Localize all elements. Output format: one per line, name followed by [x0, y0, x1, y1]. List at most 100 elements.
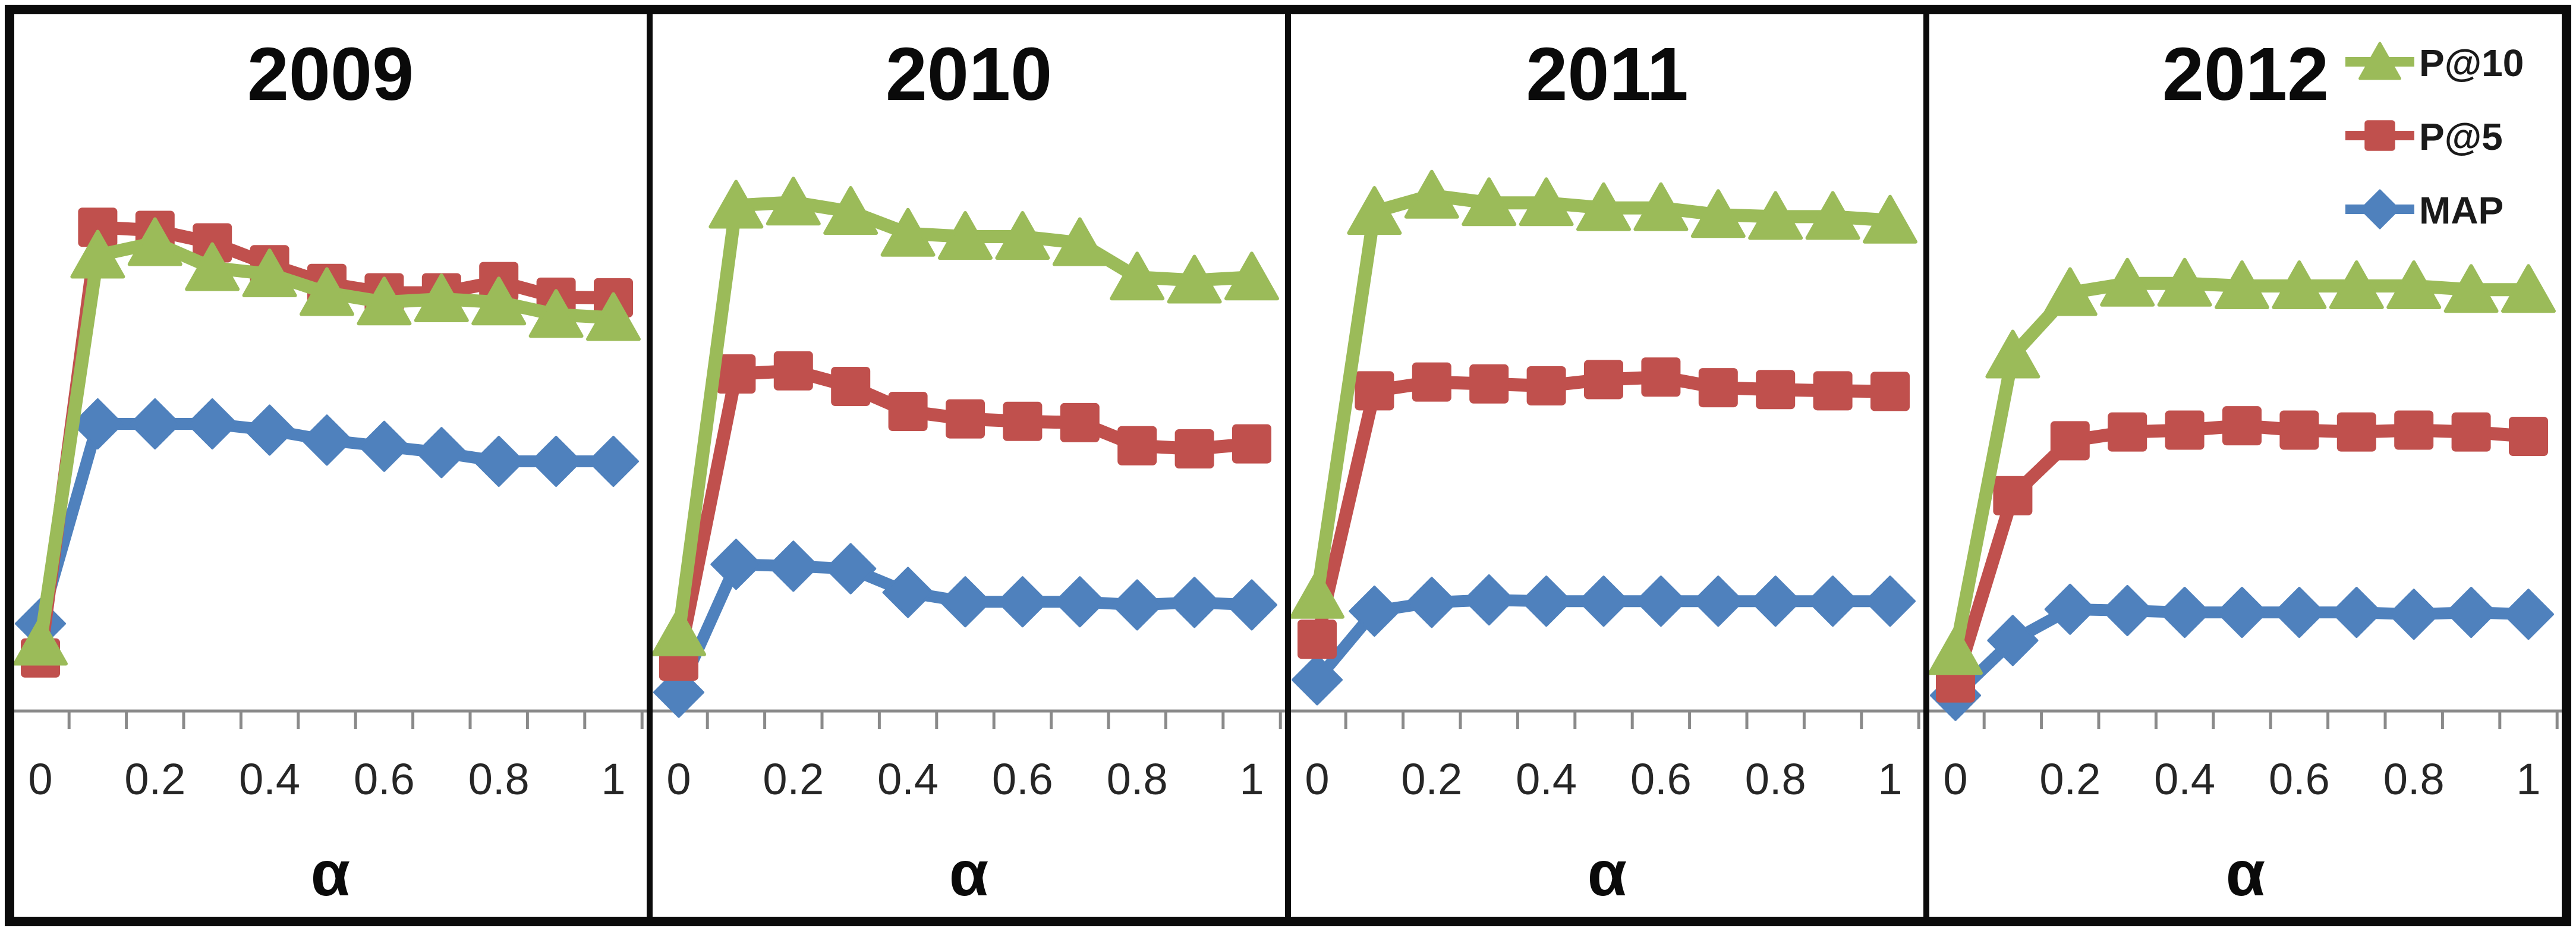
series-marker-P@5: [1060, 402, 1100, 442]
legend-diamond-icon: [2360, 189, 2400, 229]
series-marker-MAP: [588, 436, 639, 487]
series-marker-P@5: [1870, 372, 1910, 411]
series-marker-P@5: [1993, 476, 2033, 515]
series-marker-MAP: [2216, 587, 2268, 639]
x-tick-label: 0: [1305, 754, 1329, 804]
series-marker-P@10: [1404, 169, 1459, 219]
series-marker-P@5: [2451, 412, 2491, 452]
series-marker-P@5: [1412, 362, 1451, 402]
series-marker-MAP: [244, 404, 295, 456]
series-marker-P@5: [1232, 424, 1271, 464]
series-marker-MAP: [1406, 577, 1457, 628]
series-marker-MAP: [1349, 586, 1400, 637]
x-axis-label: α: [949, 837, 988, 909]
series-line-P@5: [1949, 419, 2529, 685]
panel-title: 2012: [2162, 32, 2329, 116]
series-marker-P@5: [78, 207, 118, 247]
series-marker-P@10: [242, 249, 297, 297]
x-tick-label: 1: [2516, 754, 2540, 804]
panel-2009: 0 0.2 0.4 0.6 0.8 1 2009 α: [14, 14, 647, 917]
series-marker-P@10: [938, 211, 993, 260]
series-marker-P@10: [2329, 260, 2384, 309]
series-marker-P@5: [2279, 410, 2319, 450]
series-marker-MAP: [2159, 587, 2210, 639]
x-tick-label: 0.8: [1107, 754, 1168, 804]
x-tick-label: 1: [1878, 754, 1902, 804]
series-marker-MAP: [1578, 575, 1629, 627]
series-marker-P@10: [1929, 626, 1983, 675]
x-tick-label: 0.2: [763, 754, 824, 804]
series-marker-MAP: [767, 540, 819, 592]
series-marker-P@10: [471, 276, 527, 326]
series-marker-MAP: [1292, 654, 1343, 706]
series-marker-MAP: [2503, 589, 2554, 640]
panel-separator: [1285, 14, 1291, 917]
figure-frame: 0 0.2 0.4 0.6 0.8 1 2009 α 0 0.2 0.4 0.6 0.8 1 2010 α …: [5, 5, 2571, 926]
series-marker-MAP: [358, 420, 410, 472]
series-marker-MAP: [2331, 587, 2382, 639]
series-marker-P@10: [586, 292, 641, 341]
x-tick-label: 0.2: [124, 754, 185, 804]
series-marker-MAP: [72, 398, 124, 449]
x-tick-label: 0.6: [1630, 754, 1692, 804]
series-marker-MAP: [473, 436, 525, 487]
series-marker-P@10: [2443, 264, 2499, 313]
legend-label: P@10: [2419, 42, 2524, 84]
series-marker-P@5: [716, 354, 756, 394]
series-marker-P@10: [708, 180, 764, 229]
series-marker-P@5: [1174, 429, 1214, 468]
series-marker-MAP: [1111, 579, 1163, 631]
series-marker-P@10: [2386, 260, 2442, 309]
series-marker-P@10: [1347, 186, 1402, 235]
x-tick-label: 0.8: [2383, 754, 2445, 804]
x-tick-label: 0.2: [1401, 754, 1462, 804]
series-marker-P@10: [357, 276, 412, 326]
series-marker-P@10: [1291, 570, 1344, 619]
panel-separator: [1923, 14, 1929, 917]
series-marker-MAP: [2388, 589, 2440, 640]
x-axis-label: α: [1588, 837, 1627, 909]
series-marker-P@10: [127, 217, 182, 266]
series-marker-P@5: [1584, 360, 1623, 400]
series-marker-MAP: [301, 414, 352, 466]
series-marker-P@10: [766, 177, 821, 226]
series-marker-MAP: [2102, 584, 2153, 636]
chart-2009: 0 0.2 0.4 0.6 0.8 1 2009 α: [14, 32, 647, 909]
series-marker-MAP: [882, 567, 934, 618]
series-marker-P@5: [1641, 357, 1681, 397]
panel-2012: 0 0.2 0.4 0.6 0.8 1 2012 α P@10 P@5 MAP: [1929, 14, 2562, 917]
x-tick-label: 0.4: [239, 754, 300, 804]
chart-2012: 0 0.2 0.4 0.6 0.8 1 2012 α P@10 P@5 MAP: [1929, 32, 2562, 909]
series-marker-MAP: [1750, 575, 1802, 627]
series-marker-MAP: [825, 543, 877, 595]
series-marker-P@10: [995, 211, 1050, 260]
x-tick-label: 0.4: [877, 754, 939, 804]
legend-square-icon: [2364, 120, 2395, 151]
x-tick-label: 0: [1943, 754, 1967, 804]
series-marker-MAP: [1865, 575, 1916, 627]
series-marker-P@10: [880, 207, 936, 257]
series-marker-P@5: [1698, 368, 1738, 408]
legend-label: MAP: [2419, 189, 2503, 232]
series-marker-P@10: [1052, 217, 1107, 266]
series-marker-P@10: [2157, 257, 2212, 307]
series-marker-MAP: [1987, 615, 2039, 666]
panel-separator: [647, 14, 653, 917]
legend-item-MAP: MAP: [2345, 189, 2503, 232]
x-axis-label: α: [2226, 837, 2265, 909]
series-marker-P@10: [2501, 264, 2556, 313]
series-marker-MAP: [1635, 575, 1687, 627]
series-marker-MAP: [1692, 575, 1744, 627]
series-marker-P@10: [1748, 191, 1803, 240]
x-tick-label: 1: [601, 754, 625, 804]
panel-title: 2011: [1526, 32, 1688, 116]
series-marker-P@10: [1985, 329, 2040, 379]
series-marker-P@10: [70, 229, 125, 279]
series-marker-P@10: [528, 289, 584, 338]
panel-title: 2010: [886, 32, 1052, 116]
series-marker-P@5: [831, 367, 871, 406]
series-marker-P@10: [1863, 194, 1917, 244]
series-marker-P@10: [823, 186, 878, 235]
chart-2011: 0 0.2 0.4 0.6 0.8 1 2011 α: [1291, 32, 1923, 909]
series-marker-P@5: [2108, 412, 2147, 452]
